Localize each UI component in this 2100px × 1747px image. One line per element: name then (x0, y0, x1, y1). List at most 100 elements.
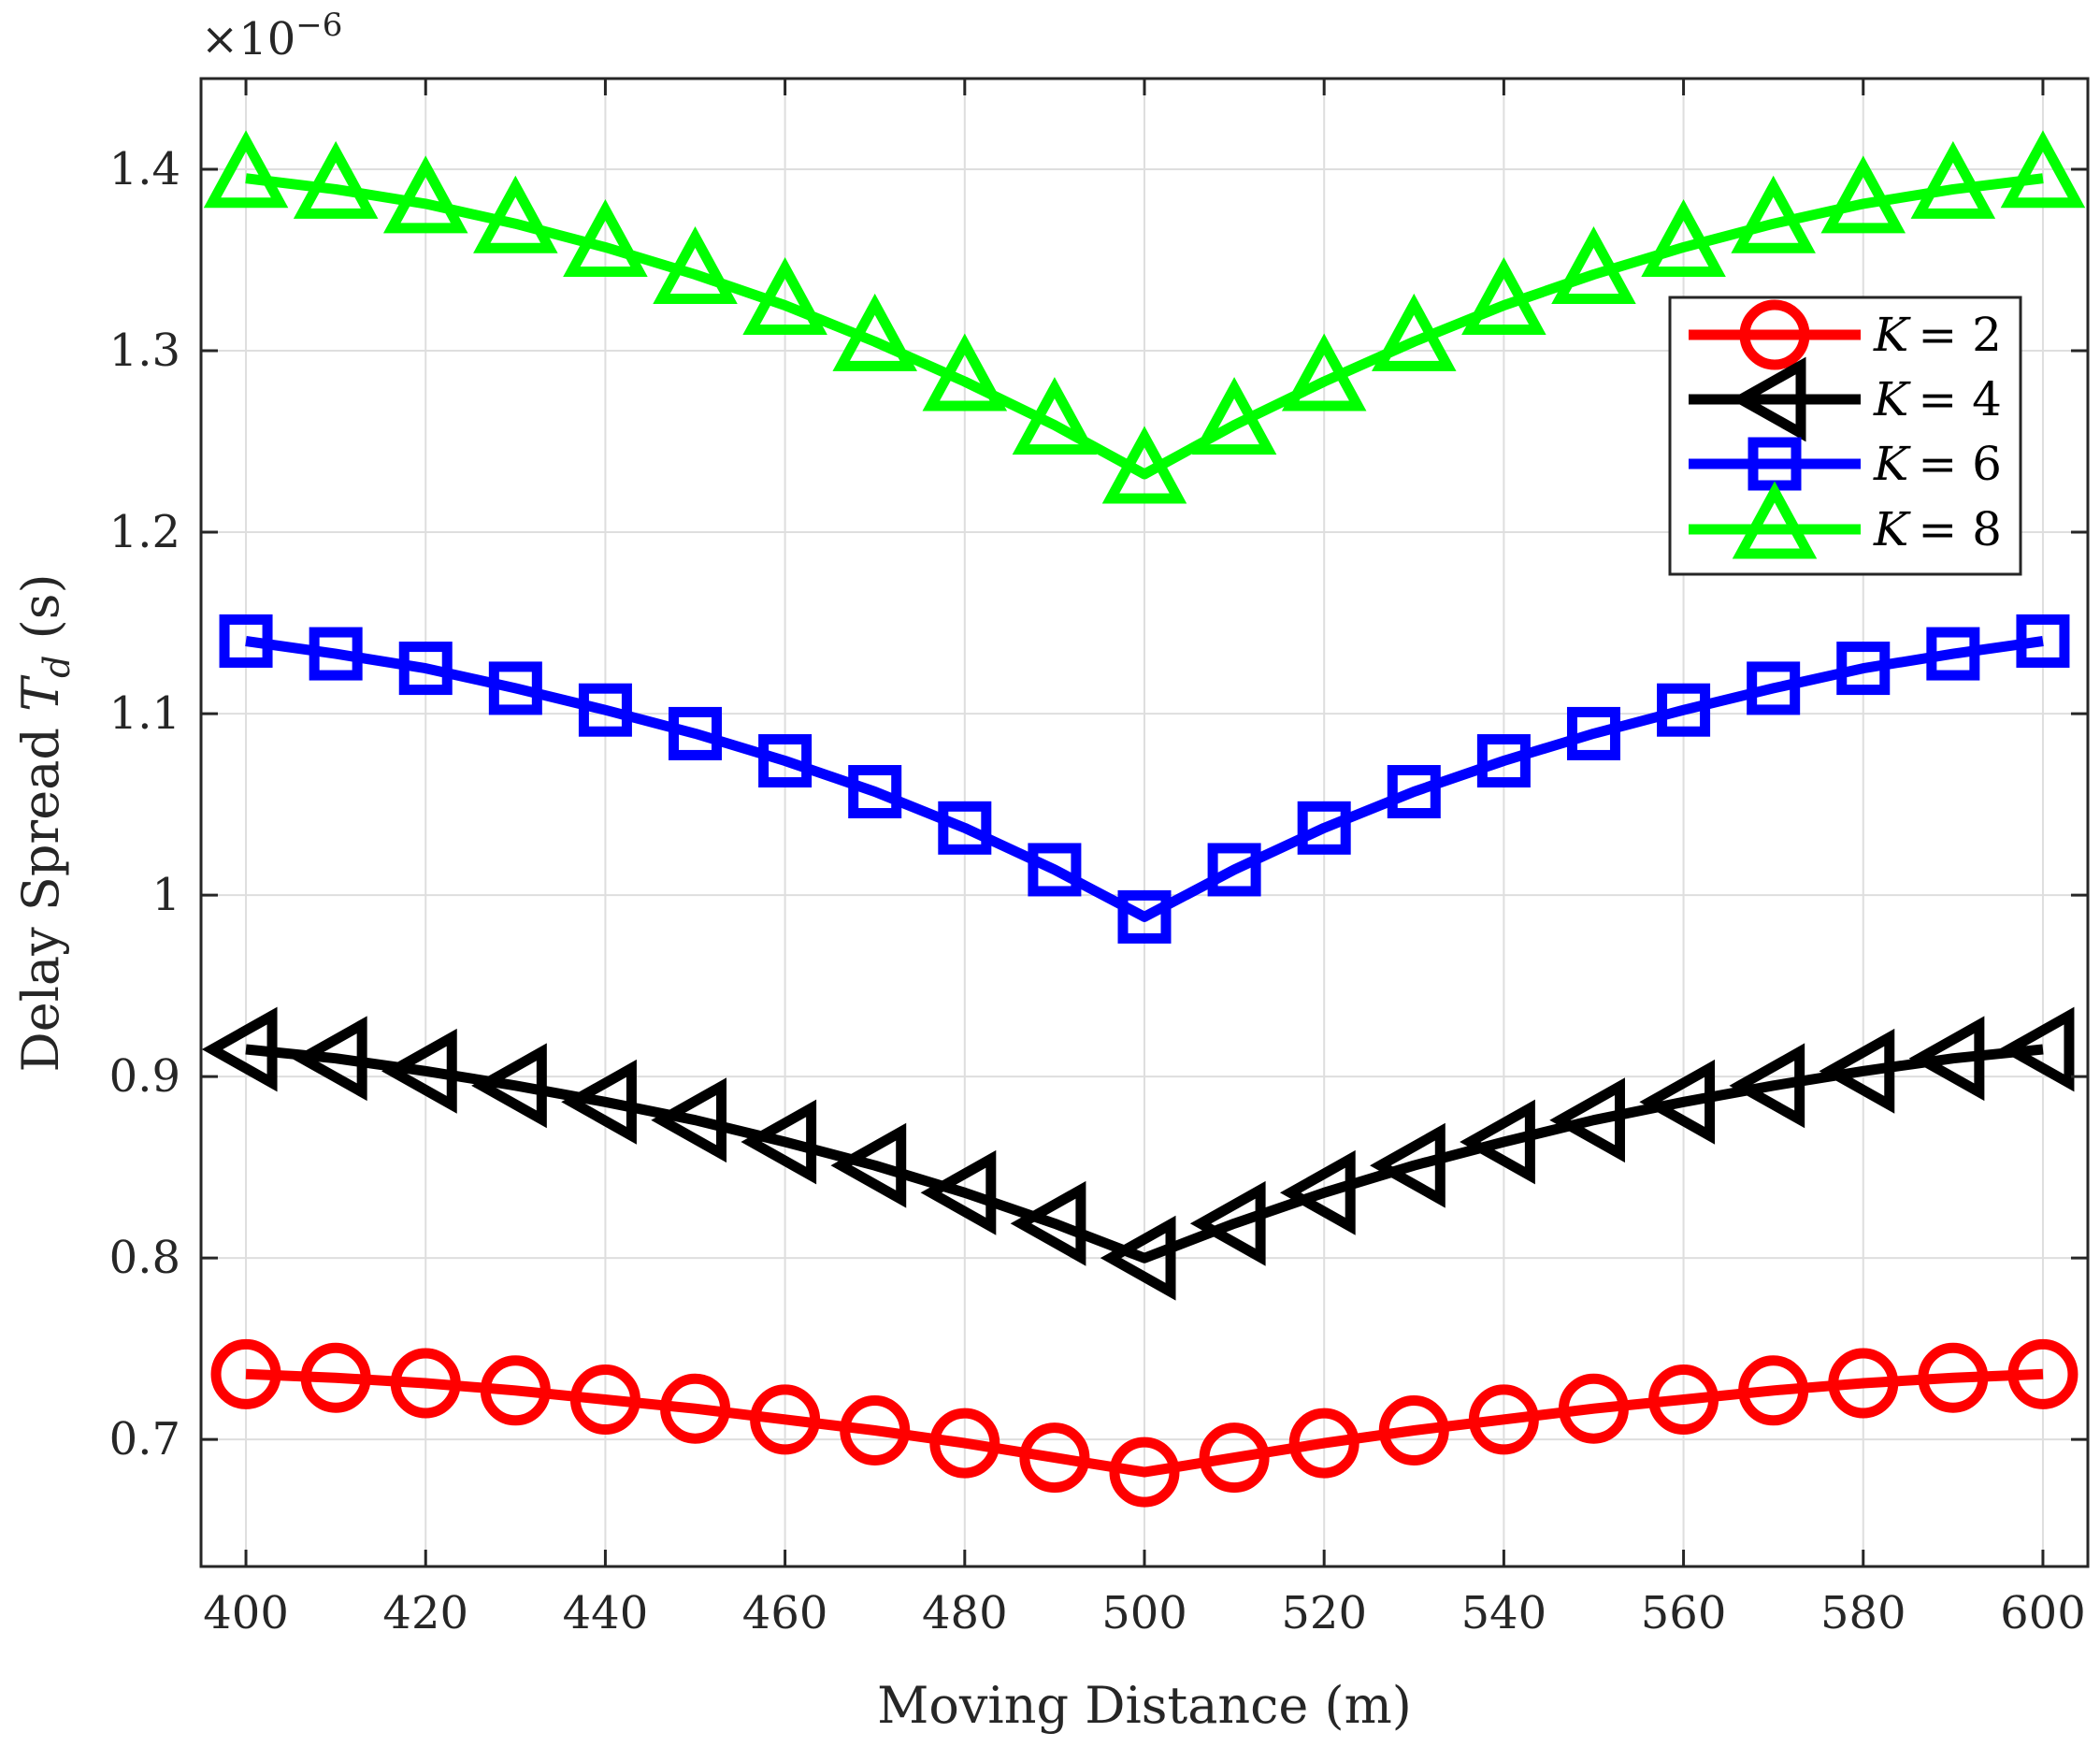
data-point (1731, 175, 1816, 253)
data-point (1820, 155, 1906, 234)
data-point (219, 614, 273, 668)
x-tick-label: 500 (1101, 1587, 1187, 1639)
axis-ticks (201, 79, 2088, 1567)
legend-label: K = 6 (1873, 437, 2002, 491)
data-point (1101, 426, 1187, 504)
data-point (938, 801, 992, 855)
data-point (480, 1355, 551, 1426)
data-point (569, 1364, 640, 1435)
data-point (1657, 683, 1711, 737)
data-point (1476, 734, 1531, 788)
y-exponent-label: ×10−6 (201, 7, 342, 65)
data-point (2000, 130, 2086, 209)
data-point (1028, 843, 1082, 897)
data-point (1207, 843, 1261, 897)
legend-label: K = 4 (1873, 372, 2002, 426)
data-point (653, 226, 738, 305)
data-point (563, 198, 648, 277)
x-tick-label: 600 (2000, 1587, 2086, 1639)
x-tick-label: 420 (382, 1587, 468, 1639)
data-point (1281, 333, 1367, 411)
data-point (2016, 614, 2070, 668)
data-point (2007, 1338, 2078, 1409)
series-layer (201, 130, 2086, 1508)
y-tick-label: 0.7 (109, 1413, 180, 1465)
data-point (830, 1122, 907, 1208)
data-point (840, 1394, 911, 1465)
data-point (473, 175, 558, 253)
data-point (1648, 1364, 1719, 1435)
data-point (1926, 627, 1980, 681)
x-tick-label: 540 (1461, 1587, 1547, 1639)
data-point (291, 1016, 367, 1102)
legend-marker (1739, 299, 1810, 370)
y-tick-label: 1.4 (109, 143, 180, 195)
data-point (832, 293, 917, 371)
y-tick-label: 1 (151, 869, 180, 921)
data-point (1551, 226, 1636, 305)
data-point (1297, 801, 1351, 855)
data-point (660, 1373, 731, 1444)
y-axis-label: Delay Spread Td (s) (11, 573, 78, 1072)
data-point (742, 257, 827, 336)
data-point (1747, 661, 1801, 715)
legend-entry: K = 8 (1689, 481, 2002, 559)
data-point (1109, 1437, 1180, 1508)
data-point (1461, 257, 1546, 336)
data-point (1910, 140, 1996, 219)
data-point (1370, 1122, 1446, 1208)
data-point (750, 1384, 821, 1455)
data-point (382, 155, 468, 234)
x-tick-label: 560 (1641, 1587, 1727, 1639)
data-point (471, 1043, 547, 1129)
x-tick-label: 480 (922, 1587, 1008, 1639)
y-tick-label: 0.9 (109, 1050, 180, 1103)
x-tick-label: 580 (1820, 1587, 1906, 1639)
data-point (488, 661, 542, 715)
data-point (300, 1342, 371, 1413)
y-tick-label: 1.3 (109, 325, 180, 377)
data-point (929, 1408, 1000, 1479)
data-point (651, 1077, 727, 1163)
data-point (1998, 1006, 2075, 1092)
data-point (1372, 293, 1457, 371)
data-point (758, 734, 813, 788)
data-point (1819, 1028, 1895, 1114)
series-4 (203, 130, 2086, 504)
data-point (1918, 1342, 1989, 1413)
data-point (210, 1338, 281, 1409)
y-tick-label: 1.2 (109, 506, 180, 558)
series-1 (210, 1338, 2078, 1508)
data-point (1641, 198, 1726, 277)
legend-marker (1730, 356, 1806, 442)
legend-label: K = 2 (1873, 308, 2002, 362)
data-point (1387, 765, 1441, 819)
data-point (201, 1006, 278, 1092)
data-point (1566, 706, 1620, 760)
data-point (1549, 1077, 1625, 1163)
data-point (1460, 1099, 1535, 1185)
legend-marker (1732, 481, 1818, 559)
data-point (1908, 1016, 1985, 1102)
data-point (922, 333, 1008, 411)
data-point (1012, 377, 1098, 455)
data-point (390, 1348, 461, 1419)
data-point (1117, 889, 1172, 944)
y-tick-label: 0.8 (109, 1232, 180, 1284)
y-tick-label: 1.1 (109, 687, 180, 740)
data-point (203, 130, 289, 209)
data-point (381, 1028, 457, 1114)
data-point (309, 627, 363, 681)
data-point (1558, 1373, 1629, 1444)
x-tick-label: 520 (1281, 1587, 1367, 1639)
data-point (1191, 377, 1277, 455)
x-tick-label: 460 (742, 1587, 828, 1639)
data-point (561, 1059, 637, 1145)
legend-entry: K = 2 (1689, 299, 2002, 370)
data-point (848, 765, 902, 819)
data-point (1729, 1043, 1805, 1129)
x-tick-label: 440 (563, 1587, 649, 1639)
data-point (293, 140, 379, 219)
x-tick-label: 400 (203, 1587, 289, 1639)
